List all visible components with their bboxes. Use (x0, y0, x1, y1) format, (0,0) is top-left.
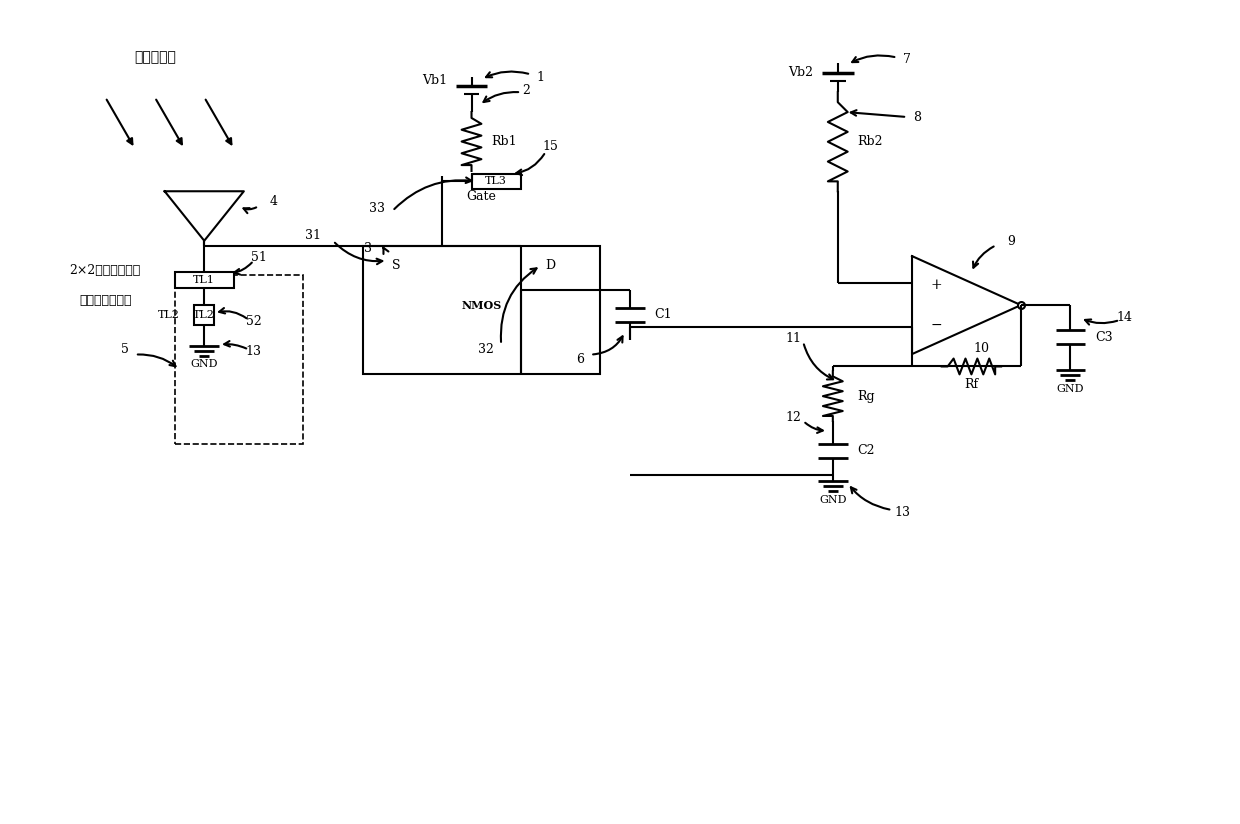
Bar (471, 174, 521, 189)
Text: 5: 5 (122, 343, 129, 356)
Text: 10: 10 (973, 342, 990, 355)
Text: Rb2: Rb2 (858, 135, 883, 148)
Text: +: + (930, 279, 942, 293)
Text: Vb1: Vb1 (422, 74, 446, 87)
Text: Rf: Rf (965, 377, 978, 391)
Text: 3: 3 (363, 242, 372, 255)
Text: 51: 51 (250, 251, 267, 264)
Text: Vb2: Vb2 (789, 66, 813, 79)
Text: 32: 32 (479, 343, 495, 356)
Text: 6: 6 (577, 353, 584, 366)
Text: C2: C2 (858, 444, 875, 457)
Text: TL2: TL2 (193, 310, 216, 320)
Bar (175, 273, 234, 288)
Text: 太赫兹信号: 太赫兹信号 (134, 50, 176, 64)
Bar (362, 246, 600, 374)
Text: Rg: Rg (858, 390, 875, 403)
Text: 2: 2 (522, 84, 529, 96)
Text: 13: 13 (894, 507, 910, 519)
Text: 52: 52 (246, 316, 262, 329)
Text: 13: 13 (246, 345, 262, 358)
Text: 11: 11 (785, 332, 801, 345)
Text: Rb1: Rb1 (491, 135, 517, 148)
Text: NMOS: NMOS (461, 300, 501, 311)
Text: C3: C3 (1095, 330, 1112, 344)
Text: 4: 4 (269, 194, 278, 208)
Text: 31: 31 (305, 229, 321, 242)
Text: 9: 9 (1007, 236, 1016, 249)
Text: 33: 33 (370, 202, 386, 214)
Text: Gate: Gate (466, 190, 496, 203)
Text: GND: GND (1056, 384, 1084, 394)
Text: D: D (546, 259, 556, 272)
Text: TL3: TL3 (485, 176, 507, 186)
Text: 7: 7 (903, 53, 911, 66)
Text: S: S (392, 259, 401, 272)
Text: TL1: TL1 (193, 275, 216, 285)
Text: 14: 14 (1117, 311, 1133, 325)
Text: C1: C1 (655, 308, 672, 321)
Bar (175, 275, 304, 443)
Text: GND: GND (191, 359, 218, 369)
Text: 12: 12 (785, 411, 801, 424)
Text: GND: GND (820, 495, 847, 505)
Text: TL2: TL2 (157, 310, 180, 320)
Text: −: − (930, 318, 942, 332)
Text: 8: 8 (913, 110, 921, 124)
Bar (195, 305, 215, 325)
Text: 2×2片上介质谐振: 2×2片上介质谐振 (69, 264, 141, 277)
Text: 太赫兹天线阵列: 太赫兹天线阵列 (79, 293, 131, 307)
Text: 1: 1 (537, 71, 544, 84)
Text: 15: 15 (543, 140, 559, 153)
